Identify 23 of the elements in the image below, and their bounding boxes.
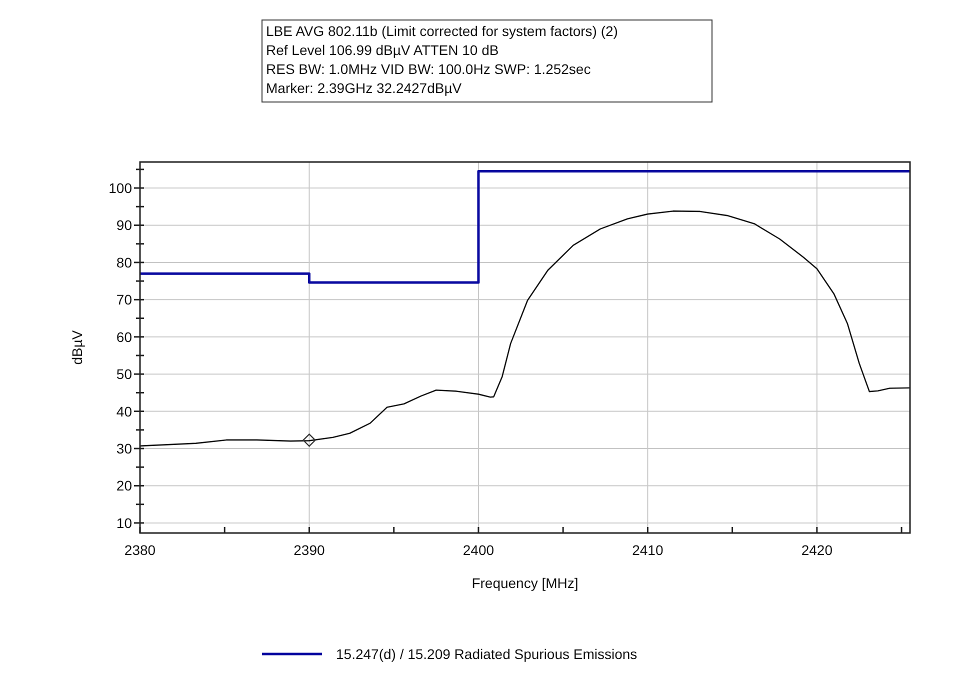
x-tick-label: 2420 (801, 542, 833, 558)
y-axis-title: dBµV (69, 330, 85, 365)
y-tick-label: 100 (108, 180, 132, 196)
y-tick-label: 70 (116, 292, 132, 308)
y-tick-label: 50 (116, 366, 132, 382)
y-tick-label: 20 (116, 478, 132, 494)
legend-label: 15.247(d) / 15.209 Radiated Spurious Emissions (336, 646, 638, 662)
x-tick-label: 2390 (294, 542, 326, 558)
y-tick-label: 90 (116, 217, 132, 234)
text: Marker: 2.39GHz 32.2427dBµV (266, 80, 462, 96)
y-tick-label: 10 (116, 514, 132, 531)
text: Ref Level 106.99 dBµV ATTEN 10 dB (266, 42, 499, 58)
x-tick-label: 2380 (124, 542, 156, 558)
y-tick-label: 60 (116, 328, 132, 345)
x-axis-title: Frequency [MHz] (472, 575, 578, 591)
line-series (139, 210, 911, 447)
y-tick-label: 40 (116, 403, 132, 420)
x-tick-label: 2410 (632, 542, 664, 558)
y-tick-label: 30 (116, 440, 132, 457)
y-tick-label: 80 (116, 254, 132, 270)
text: RES BW: 1.0MHz VID BW: 100.0Hz SWP: 1.252sec (266, 61, 591, 77)
text: LBE AVG 802.11b (Limit corrected for system factors) (2) (266, 23, 618, 39)
x-tick-label: 2400 (462, 542, 494, 558)
